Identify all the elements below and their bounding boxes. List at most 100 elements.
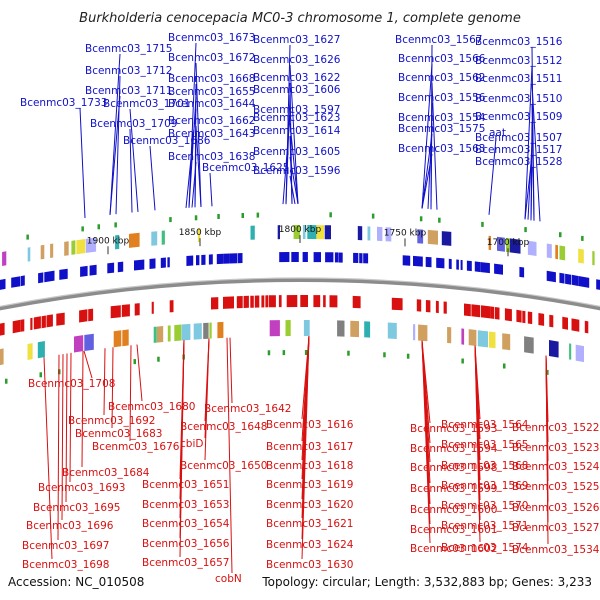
forward-gene-label: Bcenmc03_1712 [85,65,172,77]
reverse-connector [421,340,431,544]
cog-track-inner [0,320,584,366]
reverse-connector [229,337,233,404]
feature-block [596,279,600,290]
feature-block [44,270,55,283]
reverse-gene-labels: Bcenmc03_1708 Bcenmc03_1680 Bcenmc03_1642 B… [22,378,600,585]
tick-label: 1750 kbp [384,228,427,238]
feature-block [157,326,164,343]
feature-block [460,259,463,271]
feature-block [160,257,166,268]
reverse-gene-label: Bcenmc03_1708 [28,378,115,390]
reverse-gene-label: Bcenmc03_1630 [266,559,353,571]
gc-mark [133,359,136,365]
reverse-gene-label: Bcenmc03_1650 [180,460,267,472]
feature-block [307,225,317,240]
reverse-gene-label: Bcenmc03_1569 [441,480,528,492]
feature-block [337,320,345,337]
forward-gene-label: Bcenmc03_1623 [253,112,340,124]
gc-mark [241,213,244,218]
feature-block [174,324,182,342]
forward-gene-track [0,252,600,290]
forward-gene-label: Bcenmc03_1673 [168,32,255,44]
feature-block [578,248,584,264]
forward-connector [129,128,133,213]
feature-block [261,295,265,308]
feature-block [216,253,224,265]
forward-gene-label: Bcenmc03_1596 [253,165,341,177]
feature-block [181,323,191,341]
label-connectors [43,42,549,574]
forward-gene-label: Bcenmc03_1606 [253,84,341,96]
reverse-gene-label: Bcenmc03_1570 [441,500,528,512]
forward-gene-label: Bcenmc03_1605 [253,146,340,158]
forward-gene-label: Bcenmc03_1625 [202,162,289,174]
feature-block [76,239,86,255]
feature-block [357,226,363,241]
feature-block [497,236,505,252]
reverse-connector [179,340,185,558]
feature-block [377,226,383,242]
reverse-gene-label: Bcenmc03_1527 [512,522,599,534]
feature-block [413,255,423,267]
feature-block [490,306,494,319]
forward-connector [282,114,291,205]
feature-block [527,240,537,256]
feature-block [571,274,579,286]
feature-block [88,308,94,322]
forward-connector [421,153,433,209]
reverse-connector [129,345,132,442]
reverse-gene-label: Bcenmc03_1697 [22,540,109,552]
forward-gene-label: Bcenmc03_1662 [168,115,255,127]
feature-block [223,253,230,264]
feature-block [527,311,533,325]
feature-block [436,257,445,269]
feature-block [211,297,219,310]
gc-mark [371,213,375,219]
reverse-gene-label: Bcenmc03_1621 [266,518,353,530]
feature-block [425,256,432,268]
feature-block [391,297,403,311]
reverse-gene-label: Bcenmc03_1526 [512,502,600,514]
reverse-gene-label: Bcenmc03_1692 [68,415,155,427]
feature-block [464,303,471,317]
feature-block [441,231,452,246]
forward-connector [109,95,121,215]
reverse-gene-label: Bcenmc03_1620 [266,499,353,511]
feature-block [279,252,290,263]
feature-block [546,243,552,259]
feature-block [448,258,452,270]
reverse-gene-label: Bcenmc03_1696 [26,520,114,532]
gc-mark [39,372,42,378]
feature-block [549,314,554,328]
forward-connector [531,83,541,222]
map-title: Burkholderia cenocepacia MC0-3 chromosom… [79,11,521,26]
feature-block [186,255,194,266]
accession-text: Accession: NC_010508 [8,575,144,589]
reverse-gene-label: Bcenmc03_1564 [441,419,529,431]
feature-block [20,319,25,332]
gc-mark [461,358,464,364]
feature-block [363,253,369,264]
feature-block [117,261,124,273]
reverse-gene-label: Bcenmc03_1594 [410,443,498,455]
gc-mark [26,234,29,240]
feature-block [480,305,491,319]
reverse-connector [136,344,143,402]
feature-block [417,229,424,244]
feature-block [559,272,565,284]
feature-block [359,253,363,264]
reverse-gene-label: Bcenmc03_1695 [33,502,120,514]
reverse-gene-label: Bcenmc03_1568 [441,460,528,472]
feature-block [477,330,488,348]
forward-connector [289,175,296,205]
feature-block [425,300,431,313]
feature-block [286,295,298,308]
feature-block [402,255,411,266]
feature-block [0,348,4,366]
feature-block [367,226,371,241]
forward-gene-label: Bcenmc03_1528 [475,156,562,168]
feature-block [456,259,459,270]
forward-gene-label: Bcenmc03_1655 [168,86,255,98]
gc-mark [383,352,386,358]
